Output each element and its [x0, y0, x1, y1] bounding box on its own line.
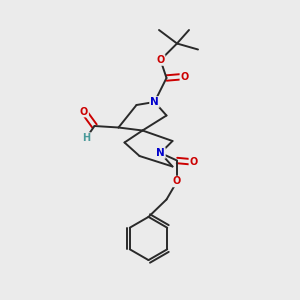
Text: O: O [80, 106, 88, 117]
Text: O: O [189, 157, 198, 167]
Text: N: N [150, 97, 159, 107]
Text: O: O [180, 71, 189, 82]
Text: N: N [156, 148, 165, 158]
Text: O: O [173, 176, 181, 187]
Text: H: H [82, 133, 90, 143]
Text: O: O [156, 55, 165, 65]
